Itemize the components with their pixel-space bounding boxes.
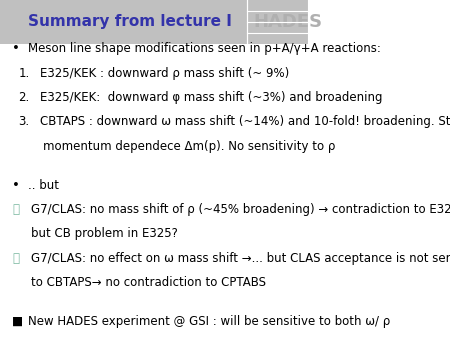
FancyBboxPatch shape xyxy=(0,0,309,44)
Text: Summary from lecture I: Summary from lecture I xyxy=(28,15,232,29)
Text: momentum dependece Δm(p). No sensitivity to ρ: momentum dependece Δm(p). No sensitivity… xyxy=(43,140,336,152)
Text: Meson line shape modifications seen in p+A/γ+A reactions:: Meson line shape modifications seen in p… xyxy=(28,42,381,55)
Text: G7/CLAS: no mass shift of ρ (~45% broadening) → contradiction to E325/KEK: G7/CLAS: no mass shift of ρ (~45% broade… xyxy=(31,203,450,216)
Text: New HADES experiment @ GSI : will be sensitive to both ω/ ρ: New HADES experiment @ GSI : will be sen… xyxy=(28,315,390,328)
Text: 3.: 3. xyxy=(18,115,30,128)
Text: 2.: 2. xyxy=(18,91,30,104)
Text: •: • xyxy=(12,42,20,55)
Text: •: • xyxy=(12,178,20,192)
Text: .. but: .. but xyxy=(28,178,59,192)
Text: E325/KEK:  downward φ mass shift (~3%) and broadening: E325/KEK: downward φ mass shift (~3%) an… xyxy=(40,91,382,104)
Text: ■: ■ xyxy=(12,315,23,328)
Text: HADES: HADES xyxy=(253,13,322,31)
Text: E325/KEK : downward ρ mass shift (~ 9%): E325/KEK : downward ρ mass shift (~ 9%) xyxy=(40,67,289,79)
Text: 1.: 1. xyxy=(18,67,30,79)
Text: to CBTAPS→ no contradiction to CPTABS: to CBTAPS→ no contradiction to CPTABS xyxy=(31,276,266,289)
Text: 🐦: 🐦 xyxy=(12,203,19,216)
Text: but CB problem in E325?: but CB problem in E325? xyxy=(31,227,178,240)
Text: 🐦: 🐦 xyxy=(12,251,19,265)
Text: CBTAPS : downward ω mass shift (~14%) and 10-fold! broadening. Strong: CBTAPS : downward ω mass shift (~14%) an… xyxy=(40,115,450,128)
Text: G7/CLAS: no effect on ω mass shift →... but CLAS acceptance is not sensitive: G7/CLAS: no effect on ω mass shift →... … xyxy=(31,251,450,265)
